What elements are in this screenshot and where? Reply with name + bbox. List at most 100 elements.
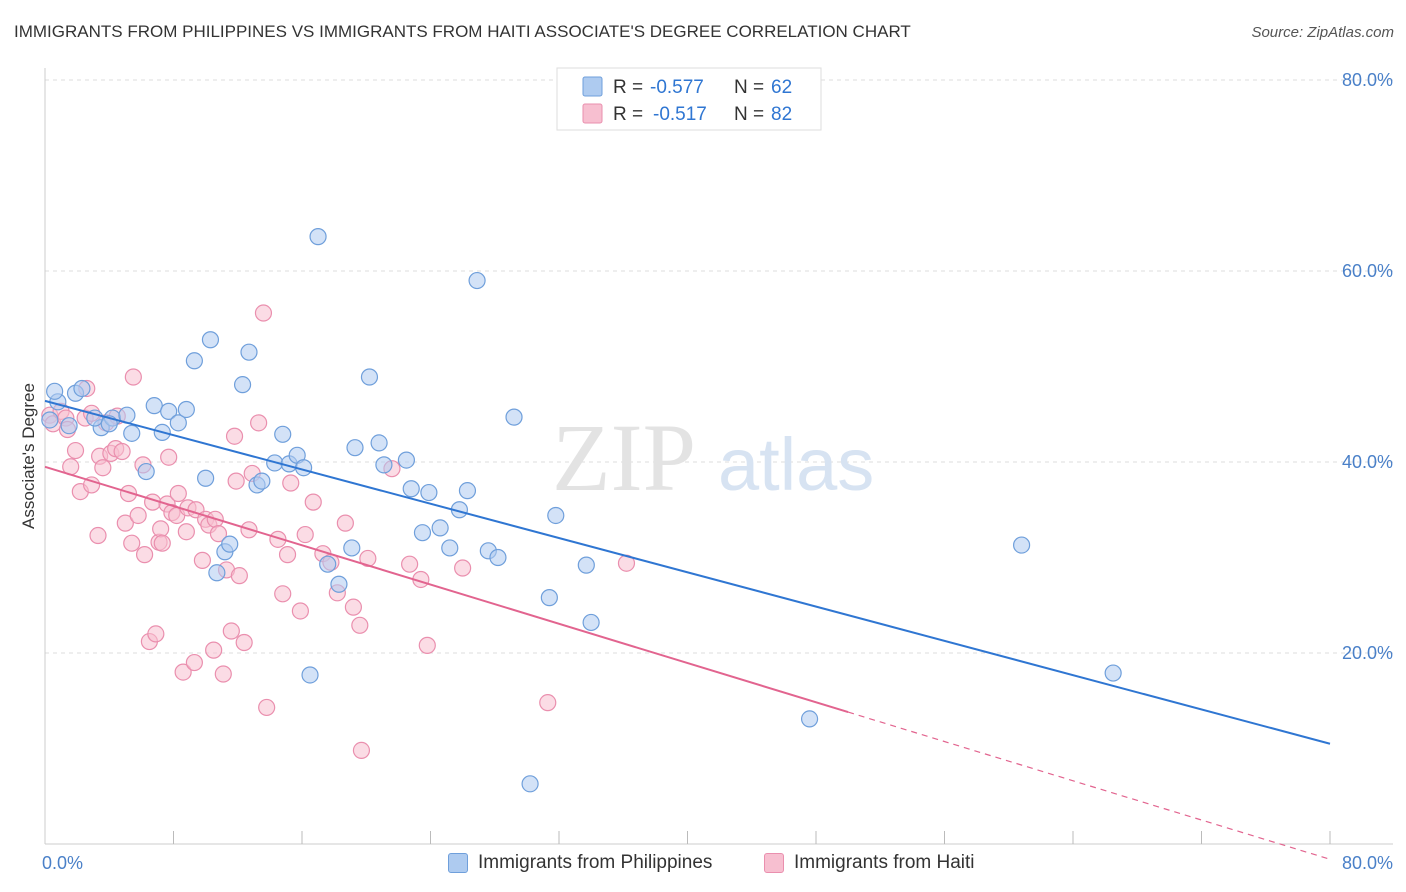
- legend-swatch-haiti: [764, 853, 784, 873]
- stats-n-label-philippines: N =: [734, 77, 764, 98]
- x-tick-label-min: 0.0%: [42, 853, 83, 873]
- philippines-point-12: [137, 462, 155, 481]
- philippines-point-55: [540, 589, 558, 607]
- philippines-points: [41, 228, 1122, 793]
- haiti-point-81: [539, 694, 557, 712]
- haiti-point-65: [291, 602, 309, 620]
- haiti-point-20: [116, 514, 134, 532]
- philippines-point-40: [370, 434, 388, 452]
- haiti-point-22: [123, 534, 141, 552]
- philippines-point-42: [397, 451, 416, 469]
- philippines-point-15: [160, 402, 178, 420]
- y-tick-label-3: 80.0%: [1342, 70, 1393, 90]
- legend-item-haiti: Immigrants from Haiti: [764, 852, 975, 874]
- axes: [44, 68, 1393, 845]
- legend-label-philippines: Immigrants from Philippines: [478, 852, 713, 873]
- philippines-point-54: [521, 775, 539, 793]
- philippines-point-2: [46, 382, 64, 400]
- philippines-point-35: [319, 555, 337, 573]
- stats-swatch-haiti: [582, 103, 603, 124]
- watermark: ZIP atlas: [552, 404, 874, 511]
- legend-swatch-philippines: [448, 853, 468, 873]
- y-tick-label-0: 20.0%: [1342, 643, 1393, 663]
- haiti-point-72: [344, 598, 362, 616]
- haiti-point-62: [274, 585, 292, 603]
- haiti-point-66: [296, 525, 314, 544]
- chart-title: IMMIGRANTS FROM PHILIPPINES VS IMMIGRANT…: [14, 22, 911, 41]
- philippines-point-50: [468, 271, 486, 290]
- philippines-point-20: [201, 331, 220, 349]
- trend-lines: [44, 399, 1331, 860]
- haiti-point-49: [214, 665, 232, 683]
- philippines-point-47: [441, 539, 459, 557]
- haiti-point-41: [185, 653, 203, 672]
- philippines-trend-line: [44, 399, 1331, 745]
- philippines-point-33: [301, 666, 319, 684]
- philippines-point-19: [197, 469, 215, 487]
- haiti-point-11: [82, 476, 101, 494]
- haiti-point-31: [152, 520, 170, 538]
- philippines-point-5: [73, 379, 91, 398]
- philippines-point-45: [420, 483, 438, 502]
- philippines-point-11: [123, 424, 141, 442]
- haiti-point-24: [129, 506, 147, 525]
- haiti-point-29: [147, 625, 165, 643]
- y-axis-tick-labels: 20.0% 40.0% 60.0% 80.0%: [1342, 70, 1393, 663]
- philippines-point-17: [177, 400, 195, 419]
- y-tick-label-1: 40.0%: [1342, 452, 1393, 472]
- philippines-point-43: [402, 480, 420, 498]
- haiti-point-77: [401, 555, 419, 573]
- haiti-point-43: [193, 551, 212, 569]
- philippines-point-53: [505, 408, 523, 426]
- haiti-point-19: [113, 442, 131, 461]
- philippines-point-18: [185, 352, 203, 370]
- haiti-point-39: [177, 523, 195, 541]
- stats-n-label-haiti: N =: [734, 104, 764, 125]
- haiti-point-67: [304, 493, 322, 511]
- haiti-point-37: [169, 484, 187, 503]
- philippines-point-41: [375, 456, 393, 474]
- stats-r-value-philippines: -0.577: [650, 77, 704, 98]
- haiti-point-51: [222, 622, 240, 640]
- philippines-point-46: [431, 519, 449, 537]
- philippines-point-16: [169, 414, 187, 432]
- haiti-point-48: [209, 525, 228, 543]
- philippines-point-56: [547, 506, 565, 525]
- stats-r-value-haiti: -0.517: [653, 104, 707, 125]
- haiti-point-74: [352, 741, 371, 760]
- philippines-point-38: [346, 439, 364, 457]
- legend-item-philippines: Immigrants from Philippines: [448, 852, 712, 874]
- haiti-point-80: [454, 559, 472, 577]
- philippines-point-61: [1104, 664, 1122, 682]
- philippines-point-60: [1012, 536, 1031, 554]
- haiti-point-53: [227, 472, 245, 490]
- philippines-point-59: [800, 710, 819, 728]
- haiti-point-21: [119, 484, 138, 503]
- haiti-point-63: [278, 546, 297, 564]
- philippines-point-24: [233, 376, 252, 394]
- haiti-point-46: [205, 641, 223, 659]
- legend-label-haiti: Immigrants from Haiti: [794, 852, 975, 873]
- philippines-point-36: [330, 575, 348, 593]
- philippines-point-23: [221, 535, 239, 553]
- haiti-point-55: [235, 633, 253, 652]
- haiti-point-75: [359, 549, 377, 568]
- stats-legend: R = -0.577 N = 62 R = -0.517 N = 82: [556, 67, 822, 131]
- philippines-point-21: [208, 564, 226, 582]
- y-tick-label-2: 60.0%: [1342, 261, 1393, 281]
- x-axis-ticks: [173, 831, 1331, 844]
- philippines-point-27: [253, 472, 271, 490]
- philippines-point-34: [309, 228, 327, 246]
- watermark-atlas: atlas: [718, 423, 874, 506]
- stats-r-label-philippines: R =: [613, 77, 643, 98]
- haiti-point-6: [66, 441, 85, 460]
- watermark-zip: ZIP: [552, 404, 696, 511]
- haiti-point-54: [230, 567, 248, 585]
- x-tick-label-max: 80.0%: [1342, 853, 1393, 873]
- stats-swatch-philippines: [582, 76, 603, 97]
- stats-n-value-haiti: 82: [771, 104, 792, 125]
- haiti-point-26: [135, 546, 154, 564]
- haiti-point-52: [225, 427, 244, 445]
- philippines-point-39: [360, 368, 379, 386]
- philippines-point-25: [240, 343, 258, 361]
